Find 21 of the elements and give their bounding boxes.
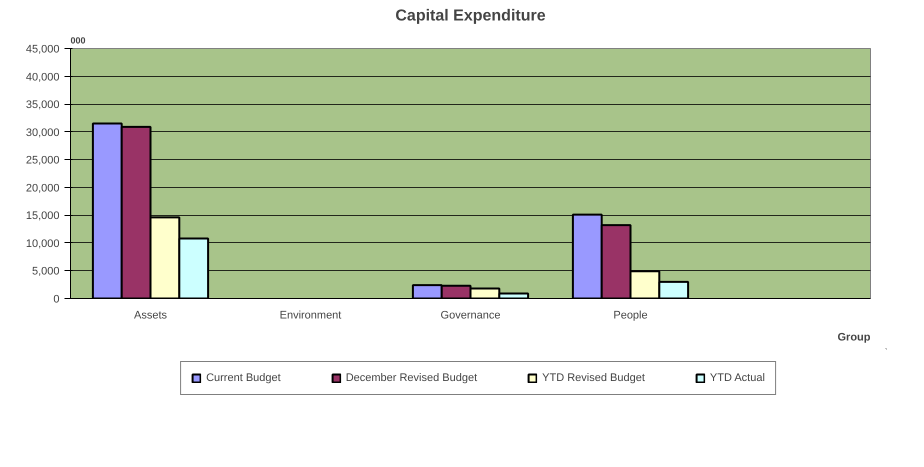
legend-label: December Revised Budget: [346, 372, 478, 384]
chart-title: Capital Expenditure: [395, 8, 546, 24]
y-tick-label: 0: [53, 294, 60, 306]
x-tick-label: Environment: [280, 310, 342, 322]
y-tick-label: 30,000: [26, 126, 60, 139]
y-tick-label: 20,000: [26, 182, 60, 194]
y-tick-label: 35,000: [26, 99, 60, 112]
x-tick-label: People: [613, 310, 648, 322]
x-tick-label: Governance: [440, 310, 500, 322]
y-tick-label: 45,000: [26, 44, 60, 56]
y-tick-label: 5,000: [32, 266, 60, 278]
y-tick-label: 25,000: [26, 154, 60, 167]
x-axis-title: Group: [838, 332, 871, 344]
legend-label: Current Budget: [206, 372, 281, 384]
x-tick-label: Assets: [134, 310, 168, 322]
y-axis-title: 000: [70, 36, 86, 46]
y-tick-label: 15,000: [26, 210, 60, 222]
y-tick-label: 40,000: [26, 71, 60, 84]
y-tick-label: 10,000: [26, 238, 60, 250]
legend-label: YTD Revised Budget: [542, 372, 645, 384]
legend-label: YTD Actual: [710, 372, 765, 384]
